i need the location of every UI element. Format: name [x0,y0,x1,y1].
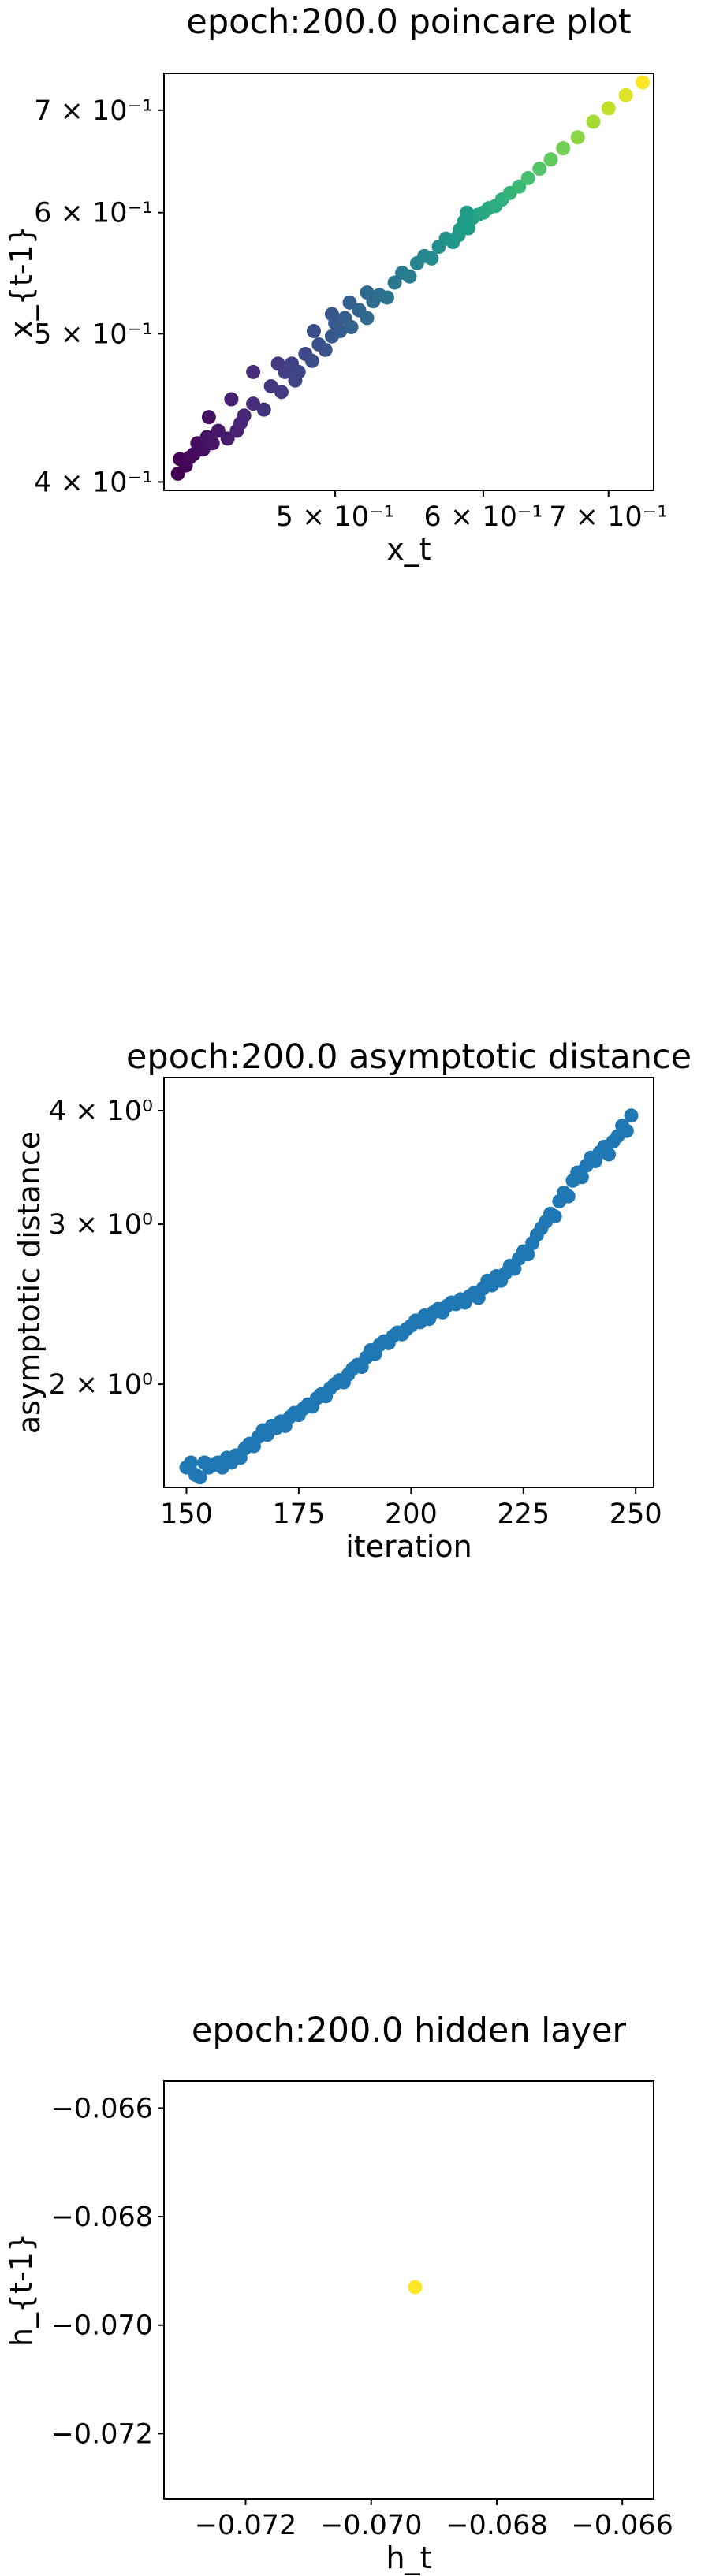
data-point [270,356,285,371]
data-point [547,1209,562,1224]
data-point [201,410,216,425]
data-point [570,130,585,145]
plot-frame [163,1077,654,1488]
x-tick-label: 225 [497,1498,550,1530]
data-point [618,87,633,102]
data-point [379,290,394,305]
chart-title: epoch:200.0 asymptotic distance [126,1037,692,1077]
data-point [556,141,571,156]
data-point [451,228,466,243]
data-point [233,415,248,430]
data-point [360,285,375,300]
data-point [263,378,278,393]
plot-frame [163,73,654,491]
y-axis-label: x_{t-1} [4,225,39,338]
data-point [586,114,601,129]
y-tick-label: −0.070 [50,2310,153,2342]
data-point [520,170,535,185]
data-point [205,436,220,451]
data-point [192,1470,207,1485]
y-tick-label: −0.066 [50,2093,153,2124]
data-point [256,402,271,417]
data-point [318,342,333,357]
x-tick-label: 6 × 10⁻¹ [423,501,543,533]
data-point [360,311,375,326]
data-point [342,295,357,310]
data-point [306,323,321,338]
data-point [543,152,558,167]
x-tick-label: −0.070 [320,2510,423,2541]
y-tick-label: −0.072 [50,2418,153,2450]
data-point [635,75,650,90]
plot-frame [163,2080,654,2500]
x-tick-label: 150 [160,1498,213,1530]
data-point [274,385,289,400]
data-point [328,315,343,330]
data-point [602,1147,617,1162]
x-tick-label: 250 [610,1498,662,1530]
data-point [224,392,239,407]
data-point [288,373,303,388]
data-point [624,1108,639,1123]
data-point [460,205,475,220]
x-tick-label: 5 × 10⁻¹ [276,501,395,533]
chart-2: epoch:200.0 asymptotic distance 150 175 200… [12,1037,692,1564]
x-tick-label: 200 [385,1498,438,1530]
data-point [402,269,417,284]
y-tick-label: 2 × 10⁰ [49,1369,153,1401]
data-point [184,1455,199,1470]
x-tick-label: 7 × 10⁻¹ [549,501,668,533]
data-point [512,179,527,194]
y-tick-label: 4 × 10⁰ [49,1096,153,1127]
data-point [619,1123,634,1138]
data-point [211,423,226,438]
x-axis-label: x_t [386,532,431,567]
y-tick-label: 7 × 10⁻¹ [34,95,153,127]
chart-title: epoch:200.0 hidden layer [192,2011,627,2050]
data-point [246,364,261,379]
chart-title: epoch:200.0 poincare plot [186,2,631,42]
chart-1: epoch:200.0 poincare plot 5 × 10⁻¹ 6 × 10⁻… [4,2,668,567]
data-point [304,353,319,368]
x-tick-label: −0.066 [571,2510,673,2541]
y-axis-label: asymptotic distance [12,1131,47,1434]
x-axis-label: h_t [386,2541,432,2575]
y-tick-label: −0.068 [50,2202,153,2233]
y-tick-label: 5 × 10⁻¹ [34,318,153,350]
data-point [408,2280,423,2295]
data-point [520,1247,535,1262]
data-point [532,162,547,177]
y-tick-label: 3 × 10⁰ [49,1209,153,1241]
data-point [246,396,261,411]
data-point [561,1189,576,1204]
x-tick-label: 175 [273,1498,326,1530]
x-axis-label: iteration [345,1529,472,1564]
x-tick-label: −0.072 [195,2510,297,2541]
x-tick-label: −0.068 [446,2510,548,2541]
y-axis-label: h_{t-1} [4,2233,39,2347]
y-tick-label: 4 × 10⁻¹ [34,467,153,498]
data-point [601,101,616,116]
chart-3: epoch:200.0 hidden layer −0.072 −0.070 −0.0… [4,2011,673,2575]
data-point [424,251,439,266]
data-point [344,319,359,334]
y-tick-label: 6 × 10⁻¹ [34,198,153,229]
data-point [574,1170,589,1185]
data-point [387,275,402,290]
